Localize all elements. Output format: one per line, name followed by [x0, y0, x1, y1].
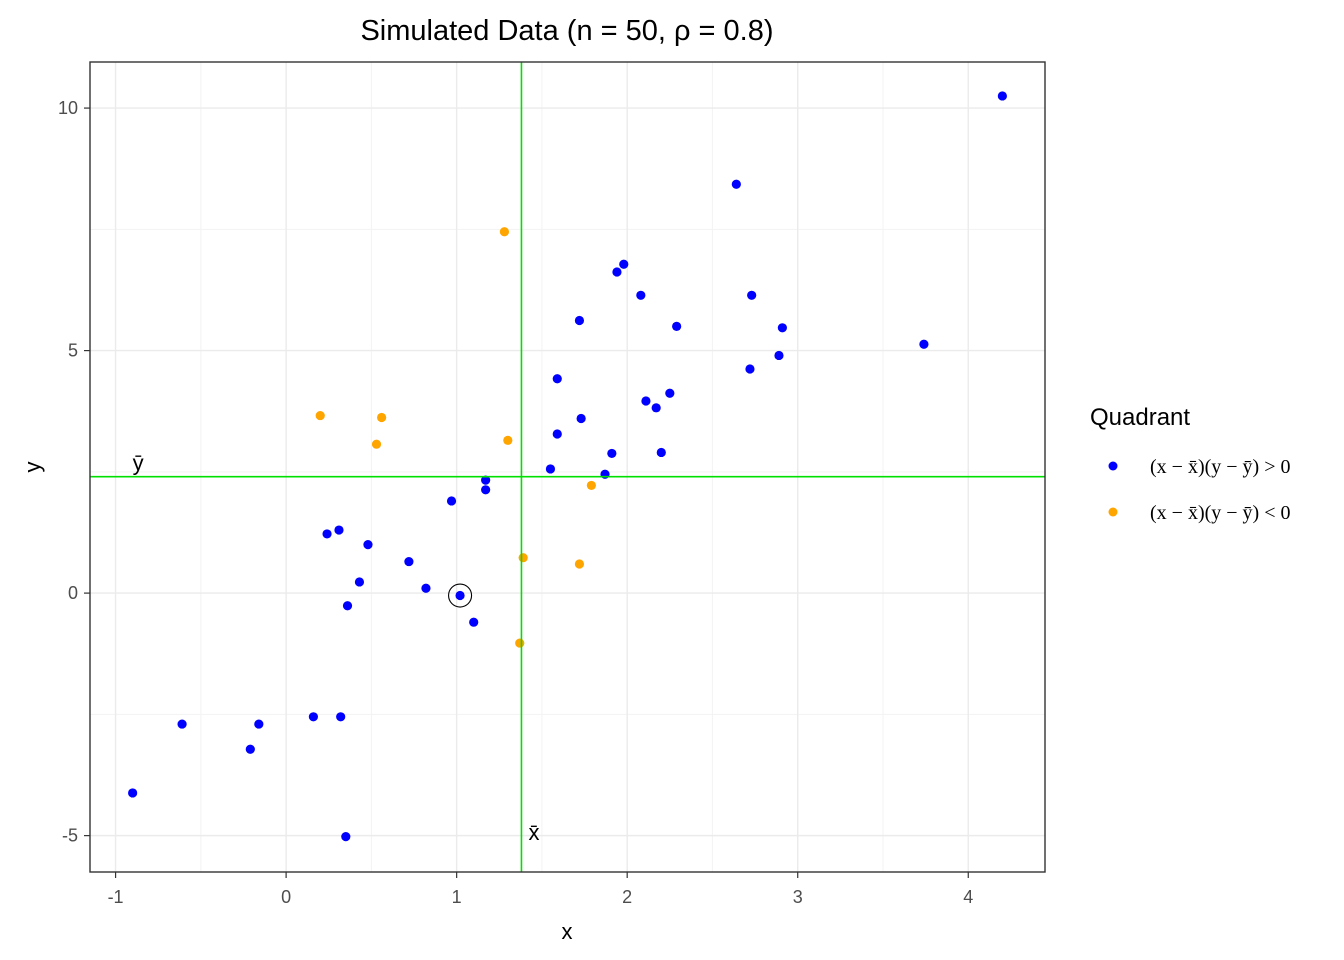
data-point-negative [315, 410, 325, 421]
data-point-positive [651, 403, 661, 413]
data-point-positive [777, 323, 787, 333]
data-point-positive [747, 290, 757, 300]
y-tick-label: 10 [58, 98, 78, 118]
x-tick-label: 2 [622, 887, 632, 907]
y-mean-label: ȳ [133, 451, 144, 476]
legend-label-positive: (x − x̄)(y − ȳ) > 0 [1150, 456, 1290, 478]
data-point-positive [656, 447, 666, 458]
highlighted-point-ring [448, 583, 473, 608]
x-tick-label: -1 [108, 887, 124, 907]
legend-key-negative [1108, 507, 1118, 517]
x-tick-label: 0 [281, 887, 291, 907]
data-point-positive [421, 583, 431, 593]
data-point-positive [481, 485, 491, 495]
data-point-positive [341, 831, 351, 842]
y-tick-label: 0 [68, 583, 78, 603]
x-tick-label: 4 [963, 887, 973, 907]
data-point-positive [481, 475, 491, 485]
data-point-positive [363, 540, 373, 550]
data-point-positive [607, 448, 617, 459]
plot-border [89, 61, 1046, 873]
data-point-negative [586, 480, 596, 491]
data-point-negative [499, 227, 510, 237]
legend-label-negative: (x − x̄)(y − ȳ) < 0 [1150, 502, 1290, 524]
mean-reference-lines: x̄ ȳ [90, 62, 1045, 872]
data-point-positive [774, 350, 784, 361]
data-point-positive [455, 590, 465, 601]
data-point-positive [322, 529, 332, 539]
plot-background [90, 62, 1045, 872]
x-mean-label: x̄ [528, 820, 539, 845]
data-point-positive [254, 719, 264, 729]
data-point-positive [612, 267, 622, 277]
data-point-positive [641, 396, 651, 406]
data-point-positive [404, 556, 414, 567]
y-axis-title: y [20, 462, 45, 473]
grid-minor [90, 62, 1045, 872]
legend-title: Quadrant [1090, 404, 1190, 431]
data-point-positive [552, 374, 562, 384]
data-points [128, 91, 1007, 842]
data-point-positive [128, 788, 138, 798]
data-point-positive [334, 525, 344, 535]
data-point-positive [731, 179, 741, 189]
data-point-negative [503, 435, 513, 445]
data-point-positive [576, 413, 586, 424]
data-point-negative [371, 439, 382, 449]
data-point-positive [336, 712, 346, 722]
data-point-positive [672, 321, 682, 331]
y-axis-ticks: -5 0 5 10 [58, 98, 90, 846]
data-point-positive [308, 712, 319, 722]
data-point-positive [745, 364, 755, 374]
data-point-positive [636, 290, 646, 300]
x-axis-title: x [562, 919, 573, 944]
data-point-negative [518, 553, 528, 563]
data-point-positive [919, 339, 929, 349]
data-point-positive [177, 719, 187, 729]
data-point-positive [574, 315, 585, 326]
x-axis-ticks: -1 0 1 2 3 4 [108, 872, 973, 907]
x-tick-label: 1 [452, 887, 462, 907]
x-tick-label: 3 [793, 887, 803, 907]
chart-title: Simulated Data (n = 50, ρ = 0.8) [360, 15, 773, 47]
data-point-positive [354, 577, 365, 587]
data-point-positive [997, 91, 1007, 101]
data-point-positive [552, 429, 562, 439]
grid-major [90, 62, 1045, 872]
legend-key-positive [1108, 461, 1118, 471]
data-point-positive [342, 601, 353, 611]
data-point-positive [619, 259, 629, 269]
data-point-positive [665, 388, 675, 398]
data-point-negative [377, 412, 387, 423]
y-tick-label: -5 [62, 826, 78, 846]
y-tick-label: 5 [68, 341, 78, 361]
data-point-negative [574, 559, 585, 569]
plot-area: x̄ ȳ [89, 61, 1046, 873]
data-point-positive [446, 496, 457, 506]
data-point-positive [545, 464, 556, 474]
data-point-negative [515, 638, 525, 648]
data-point-positive [245, 744, 255, 754]
legend: Quadrant (x − x̄)(y − ȳ) > 0 (x − x̄)(y … [1090, 404, 1290, 524]
data-point-positive [469, 617, 479, 627]
